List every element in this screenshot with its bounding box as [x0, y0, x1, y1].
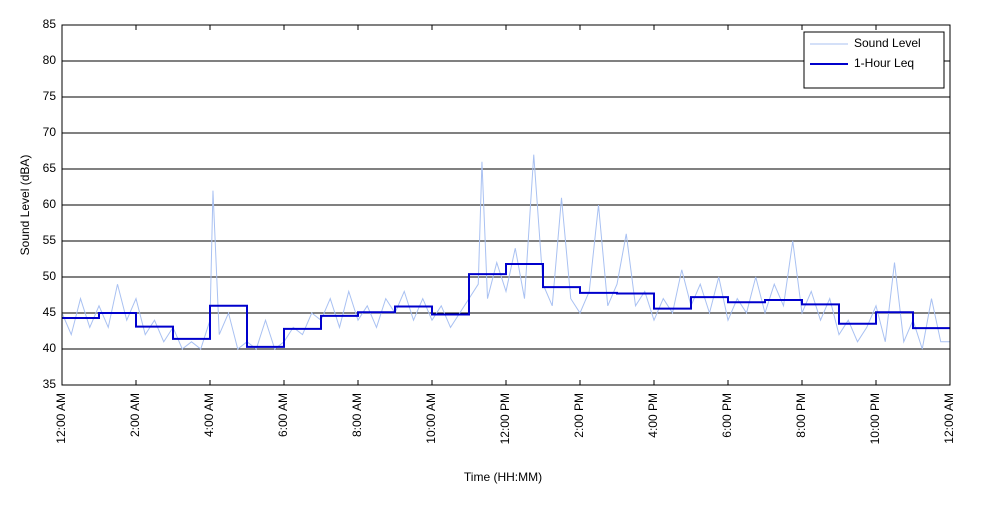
x-tick-label: 10:00 PM	[868, 393, 882, 444]
y-tick-label: 60	[43, 197, 57, 211]
x-tick-label: 2:00 PM	[572, 393, 586, 438]
x-tick-label: 10:00 AM	[424, 393, 438, 444]
legend-box	[803, 31, 945, 89]
legend-label: Sound Level	[854, 36, 921, 50]
x-tick-label: 12:00 AM	[942, 393, 956, 444]
x-tick-label: 12:00 PM	[498, 393, 512, 444]
y-tick-label: 50	[43, 269, 57, 283]
plot-frame	[61, 24, 951, 386]
y-tick-label: 40	[43, 341, 57, 355]
y-tick-label: 85	[43, 17, 57, 31]
series-line	[62, 263, 950, 348]
y-tick-label: 70	[43, 125, 57, 139]
x-tick-label: 4:00 AM	[202, 393, 216, 437]
x-tick-label: 2:00 AM	[128, 393, 142, 437]
x-tick-label: 4:00 PM	[646, 393, 660, 438]
x-axis-label: Time (HH:MM)	[464, 470, 542, 484]
x-tick-label: 6:00 PM	[720, 393, 734, 438]
y-tick-label: 75	[43, 89, 57, 103]
x-tick-label: 8:00 PM	[794, 393, 808, 438]
y-tick-label: 65	[43, 161, 57, 175]
y-tick-label: 80	[43, 53, 57, 67]
y-tick-label: 45	[43, 305, 57, 319]
x-tick-label: 6:00 AM	[276, 393, 290, 437]
x-tick-label: 12:00 AM	[54, 393, 68, 444]
y-axis-label: Sound Level (dBA)	[18, 155, 32, 256]
legend-label: 1-Hour Leq	[854, 56, 914, 70]
series-line	[61, 154, 950, 350]
x-tick-label: 8:00 AM	[350, 393, 364, 437]
y-tick-label: 35	[43, 377, 57, 391]
y-tick-label: 55	[43, 233, 57, 247]
